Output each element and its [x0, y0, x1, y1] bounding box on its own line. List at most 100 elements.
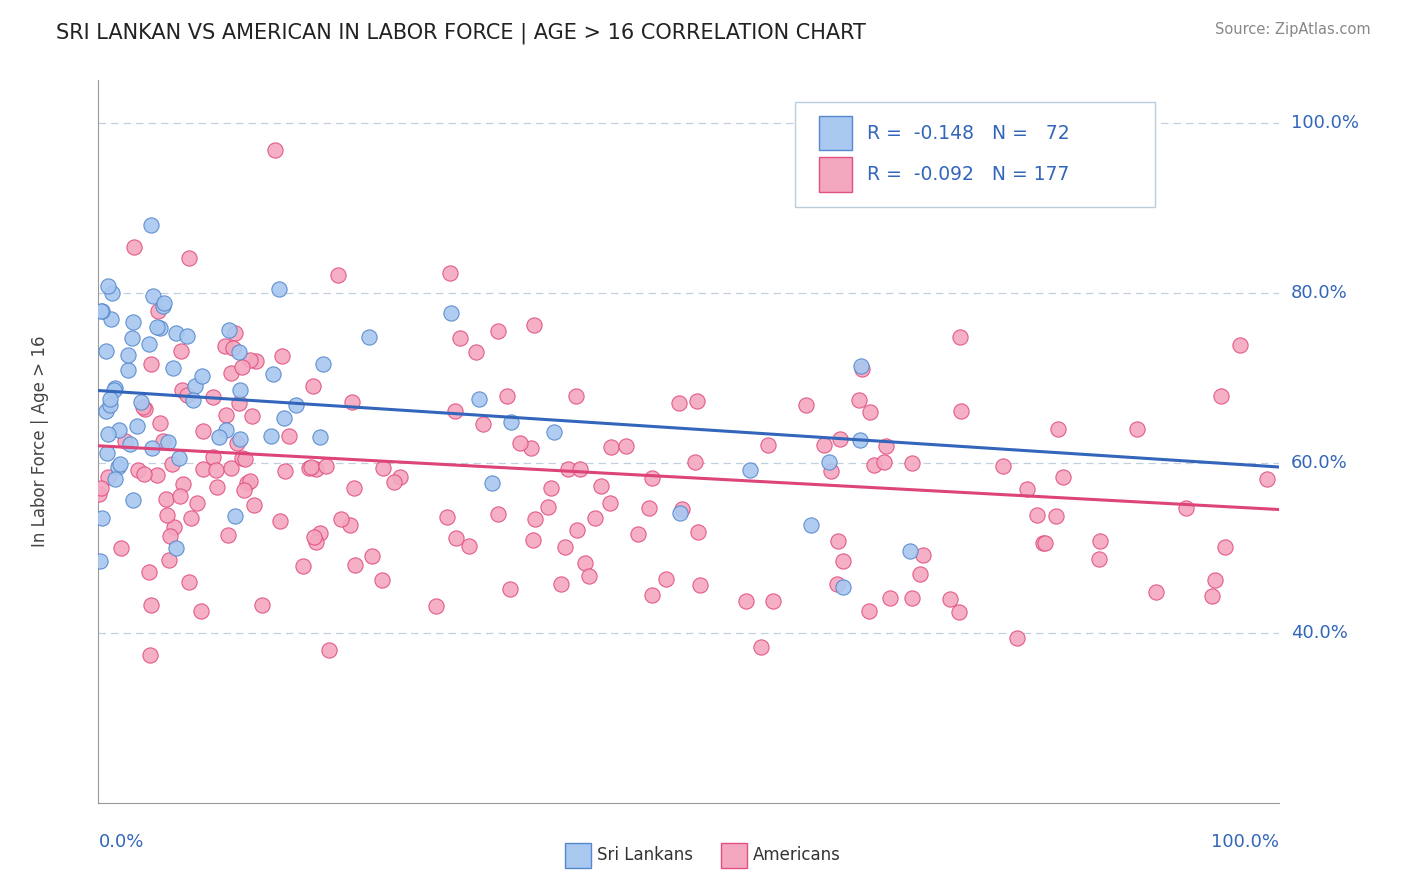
Text: Americans: Americans	[752, 846, 841, 863]
Point	[134, 467, 156, 481]
Point	[302, 530, 325, 544]
Point	[939, 591, 962, 606]
Point	[108, 457, 131, 471]
Point	[103, 383, 125, 397]
Point	[1088, 533, 1111, 548]
Point	[90, 481, 112, 495]
Point	[97, 278, 120, 293]
Point	[641, 588, 664, 602]
Point	[139, 648, 162, 663]
Point	[734, 593, 756, 607]
Point	[107, 460, 129, 475]
Point	[225, 436, 247, 450]
Text: R =  -0.092   N = 177: R = -0.092 N = 177	[868, 165, 1070, 184]
Point	[851, 361, 873, 376]
Point	[233, 483, 256, 497]
Point	[118, 437, 141, 451]
Point	[832, 580, 855, 594]
Point	[157, 553, 180, 567]
Point	[221, 341, 243, 355]
Point	[121, 331, 143, 345]
Text: 40.0%: 40.0%	[1291, 624, 1347, 642]
Point	[749, 640, 772, 655]
Point	[550, 576, 572, 591]
Point	[139, 598, 162, 612]
Point	[599, 496, 621, 510]
Point	[444, 404, 467, 418]
Point	[155, 492, 177, 507]
Point	[1087, 551, 1109, 566]
Point	[1052, 470, 1074, 484]
Point	[98, 398, 121, 412]
Point	[949, 330, 972, 344]
Point	[583, 511, 606, 525]
Point	[132, 401, 155, 415]
Point	[148, 304, 170, 318]
Point	[589, 479, 612, 493]
Point	[901, 591, 924, 605]
Point	[859, 405, 882, 419]
Point	[219, 367, 242, 381]
Point	[457, 540, 479, 554]
Point	[543, 425, 565, 439]
Point	[554, 540, 576, 554]
Point	[129, 395, 152, 409]
Point	[382, 475, 405, 489]
Point	[169, 490, 191, 504]
Point	[165, 326, 187, 340]
Text: Sri Lankans: Sri Lankans	[596, 846, 693, 863]
Point	[523, 512, 546, 526]
Point	[233, 451, 256, 466]
Point	[142, 289, 165, 303]
Point	[794, 398, 817, 412]
Point	[315, 458, 337, 473]
Point	[269, 514, 291, 528]
Point	[305, 461, 328, 475]
Point	[231, 450, 253, 465]
Point	[127, 463, 149, 477]
Text: 0.0%: 0.0%	[98, 833, 143, 851]
Point	[89, 554, 111, 568]
Point	[425, 599, 447, 613]
Point	[250, 599, 273, 613]
Point	[1175, 500, 1198, 515]
Point	[440, 306, 463, 320]
Point	[496, 388, 519, 402]
Point	[114, 434, 136, 448]
Point	[176, 329, 198, 343]
Point	[271, 349, 294, 363]
Point	[756, 438, 779, 452]
Point	[239, 474, 262, 488]
Point	[159, 529, 181, 543]
Point	[104, 472, 127, 486]
Point	[557, 462, 579, 476]
Point	[1026, 508, 1049, 522]
Point	[122, 240, 145, 254]
Point	[193, 461, 215, 475]
Point	[875, 439, 897, 453]
Point	[599, 440, 621, 454]
Point	[467, 392, 489, 407]
Point	[825, 577, 848, 591]
Point	[218, 528, 240, 542]
Point	[274, 464, 297, 478]
Point	[160, 457, 183, 471]
Point	[176, 387, 198, 401]
Point	[858, 604, 880, 618]
Point	[98, 392, 121, 407]
Point	[145, 468, 167, 483]
Point	[215, 408, 238, 422]
Point	[486, 508, 509, 522]
Point	[170, 344, 193, 359]
Point	[184, 378, 207, 392]
Point	[832, 554, 855, 568]
Point	[439, 266, 461, 280]
Point	[104, 381, 127, 395]
Point	[481, 475, 503, 490]
Text: R =  -0.148   N =   72: R = -0.148 N = 72	[868, 123, 1070, 143]
Point	[262, 367, 284, 381]
Point	[117, 348, 139, 362]
Point	[340, 395, 363, 409]
Point	[180, 510, 202, 524]
Point	[96, 404, 118, 418]
